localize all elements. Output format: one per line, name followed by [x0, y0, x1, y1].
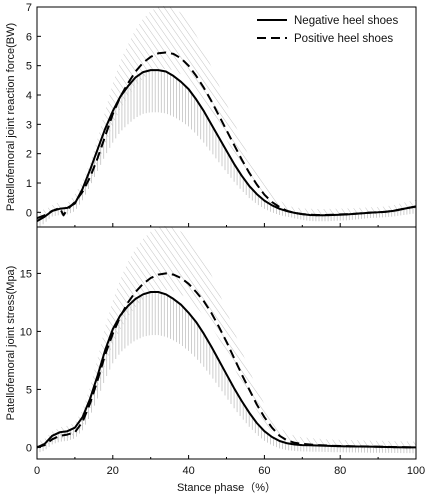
band-positive-heel-shoes [37, 5, 416, 221]
legend-label: Positive heel shoes [294, 33, 393, 45]
band-negative-heel-shoes [36, 70, 417, 229]
x-tick-label: 100 [407, 465, 425, 477]
y-tick-label: 0 [26, 207, 32, 219]
x-tick-label: 60 [258, 465, 270, 477]
y-tick-label: 1 [26, 178, 32, 190]
y-tick-label: 0 [26, 442, 32, 454]
tick-labels: 0 1 2 3 4 5 6 7 Patellofemoral joint reaction fo… [5, 2, 425, 494]
legend: Negative heel shoes Positive heel shoes [257, 15, 398, 45]
x-tick-label: 40 [182, 465, 194, 477]
series-line-negative-heel-shoes [36, 69, 417, 222]
y-tick-label: 5 [26, 61, 32, 73]
y-axis-label: Patellofemoral joint reaction force(BW) [5, 23, 17, 211]
legend-label: Negative heel shoes [294, 15, 398, 27]
y-tick-label: 3 [26, 119, 32, 131]
y-tick-label: 7 [26, 2, 32, 14]
y-tick-label: 6 [26, 31, 32, 43]
x-axis-label: Stance phase（%） [177, 481, 276, 494]
series-line-positive-heel-shoes [36, 272, 417, 449]
series-line-negative-heel-shoes [36, 291, 417, 449]
x-tick-label: 80 [334, 465, 346, 477]
y-tick-label: 10 [20, 326, 32, 338]
y-axis-label: Patellofemoral joint stress(Mpa) [5, 266, 17, 421]
panel-frames [36, 6, 417, 460]
y-tick-label: 15 [20, 268, 32, 280]
x-tick-label: 0 [34, 465, 40, 477]
series-lines [36, 51, 417, 449]
y-tick-label: 2 [26, 149, 32, 161]
y-tick-label: 4 [26, 90, 32, 102]
y-tick-label: 5 [26, 384, 32, 396]
series-line-positive-heel-shoes [36, 51, 417, 220]
band-positive-heel-shoes [37, 225, 416, 450]
x-tick-label: 20 [107, 465, 119, 477]
